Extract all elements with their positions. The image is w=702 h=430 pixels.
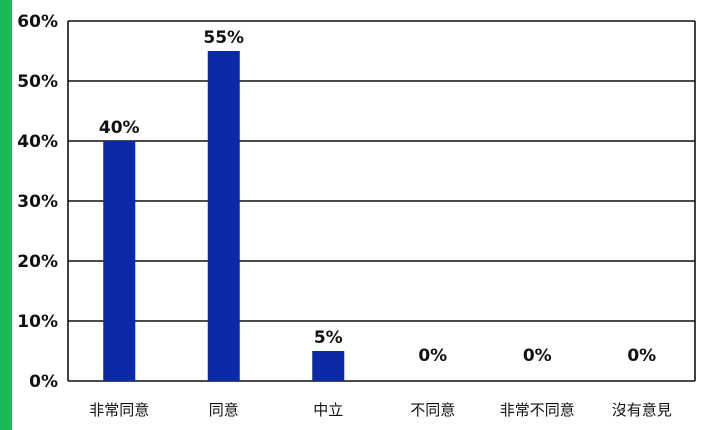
bar [103, 141, 136, 381]
bar [207, 51, 240, 381]
x-category-label: 同意 [209, 401, 239, 419]
y-tick-label: 10% [17, 312, 58, 332]
y-tick-label: 30% [17, 192, 58, 212]
data-label: 55% [203, 28, 244, 48]
data-label: 40% [99, 118, 140, 138]
data-label: 0% [523, 346, 552, 366]
y-tick-label: 60% [17, 12, 58, 32]
x-category-label: 非常同意 [89, 401, 149, 419]
y-tick-label: 0% [29, 372, 58, 392]
x-category-label: 沒有意見 [612, 401, 672, 419]
data-label: 5% [314, 328, 343, 348]
x-category-label: 非常不同意 [500, 401, 575, 419]
data-label: 0% [627, 346, 656, 366]
x-category-label: 中立 [313, 401, 343, 419]
x-category-label: 不同意 [410, 401, 455, 419]
data-label: 0% [418, 346, 447, 366]
left-accent-stripe [0, 0, 12, 430]
y-tick-label: 50% [17, 72, 58, 92]
bar [312, 351, 345, 381]
y-tick-label: 20% [17, 252, 58, 272]
y-tick-label: 40% [17, 132, 58, 152]
